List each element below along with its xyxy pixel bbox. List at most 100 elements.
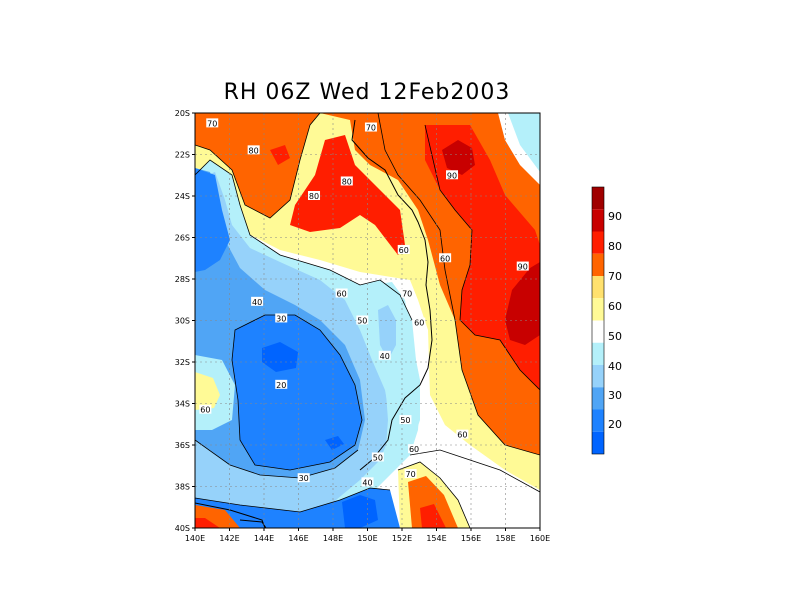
colorbar-segment — [592, 342, 604, 365]
colorbar-segment — [592, 365, 604, 388]
contour-label-bg — [439, 253, 452, 263]
lon-tick-label: 140E — [185, 534, 205, 543]
colorbar-segment — [592, 298, 604, 321]
contour-label: 80 — [308, 191, 321, 201]
lon-tick-label: 158E — [495, 534, 515, 543]
contour-label: 90 — [516, 261, 529, 272]
rh-region-west-60b — [195, 372, 220, 410]
contour-label-bg — [446, 170, 459, 180]
lon-tick-label: 144E — [254, 534, 274, 543]
contour-label: 30 — [297, 473, 310, 483]
colorbar-level-label: 90 — [608, 210, 622, 223]
rh-region-se-white — [410, 450, 540, 528]
contour-label-bg — [404, 469, 417, 479]
rh-region-south-90 — [420, 504, 446, 528]
contour-label-text: 20 — [276, 381, 286, 390]
contour-label-text: 60 — [337, 290, 347, 299]
contour-label: 70 — [404, 469, 417, 479]
rh-region-80-west — [290, 135, 405, 255]
contour-label: 50 — [399, 415, 412, 425]
rh-region-sw-orange — [195, 505, 240, 528]
contour-label-text: 70 — [402, 290, 412, 299]
contour-label-text: 50 — [357, 317, 367, 326]
contour-label: 30 — [275, 313, 288, 323]
contour-label-text: 80 — [342, 177, 352, 186]
coastline-tasmania — [239, 519, 267, 528]
contour-label-text: 80 — [309, 192, 319, 201]
lon-tick-label: 150E — [357, 534, 377, 543]
contour-label-bg — [206, 118, 219, 128]
contour-label-text: 70 — [366, 124, 376, 133]
contour-label-text: 40 — [252, 298, 262, 307]
contour-label-text: 60 — [399, 246, 409, 255]
contour-label-bg — [399, 415, 412, 425]
colorbar-segment — [592, 209, 604, 232]
rh-region-ne-50 — [498, 113, 540, 185]
rh-region-south-80 — [408, 476, 458, 528]
contour-label: 60 — [397, 244, 410, 255]
colorbar-level-label: 50 — [608, 330, 622, 343]
rh-region-90-north — [442, 140, 475, 175]
contour-label-bg — [356, 315, 369, 325]
contour-label-text: 50 — [373, 453, 383, 462]
contour-label-bg — [408, 444, 421, 454]
colorbar-level-label: 30 — [608, 389, 622, 402]
lon-tick-label: 160E — [530, 534, 550, 543]
colorbar-segment — [592, 187, 604, 210]
contour-label-bg — [397, 244, 410, 254]
contour-label: 50 — [356, 315, 369, 326]
rh-region-10-small — [262, 342, 298, 372]
contour-label: 60 — [408, 444, 421, 454]
contour-label: 40 — [378, 350, 391, 361]
contour-label: 70 — [364, 122, 377, 133]
map-gridlines — [195, 113, 540, 528]
lat-tick-label: 24S — [175, 192, 190, 201]
contour-label: 50 — [371, 452, 384, 462]
rh-region-lt20 — [342, 495, 378, 528]
contour-label-text: 40 — [362, 478, 372, 487]
colorbar-segment — [592, 387, 604, 410]
contour-label-bg — [371, 452, 384, 462]
colorbar-segment — [592, 276, 604, 299]
lat-tick-label: 28S — [175, 275, 190, 284]
rh-region-lt20-small — [325, 436, 344, 450]
contour-label-bg — [335, 288, 348, 298]
colorbar-level-label: 60 — [608, 300, 622, 313]
rh-region-90-east — [505, 262, 540, 345]
colorbar-level-label: 40 — [608, 360, 622, 373]
contour-label-bg — [361, 477, 374, 487]
rh-region-20-north — [195, 168, 230, 272]
lat-tick-label: 32S — [175, 358, 190, 367]
contour-label-bg — [340, 176, 353, 186]
colorbar-level-label: 20 — [608, 418, 622, 431]
lon-tick-label: 142E — [219, 534, 239, 543]
lat-tick-label: 34S — [175, 400, 190, 409]
contour-label-bg — [297, 473, 310, 483]
contour-label-bg — [251, 296, 264, 306]
colorbar-level-label: 80 — [608, 240, 622, 253]
contour-label-bg — [199, 404, 212, 414]
colorbar-segment — [592, 409, 604, 432]
contour-label-bg — [275, 379, 288, 389]
colorbar-segment — [592, 231, 604, 254]
contour-label-text: 80 — [249, 146, 259, 155]
contour-label: 40 — [251, 296, 264, 307]
contour-label-text: 60 — [414, 319, 424, 328]
contour-label: 60 — [439, 253, 452, 263]
contour-label: 60 — [335, 288, 348, 299]
contour-label: 40 — [361, 477, 374, 487]
contour-labels-layer: 70 70 80 90 80 80 60 60 90 60 70 40 30 50 60 40 20 60 50 60… — [199, 118, 529, 487]
contour-label: 20 — [275, 379, 288, 390]
colorbar-segment — [592, 320, 604, 343]
contour-label-text: 70 — [207, 119, 217, 128]
latitude-tick-labels: 20S 22S 24S 26S 28S 30S 32S 34S 36S 38S 40S — [175, 109, 195, 533]
rh-region-80-small — [270, 145, 290, 165]
contour-label-bg — [247, 145, 260, 155]
colorbar-segment — [592, 253, 604, 276]
lon-tick-label: 152E — [392, 534, 412, 543]
contour-label-text: 90 — [447, 171, 457, 180]
contour-label: 60 — [456, 429, 469, 440]
contour-label-bg — [456, 429, 469, 439]
contour-lines — [195, 113, 540, 528]
